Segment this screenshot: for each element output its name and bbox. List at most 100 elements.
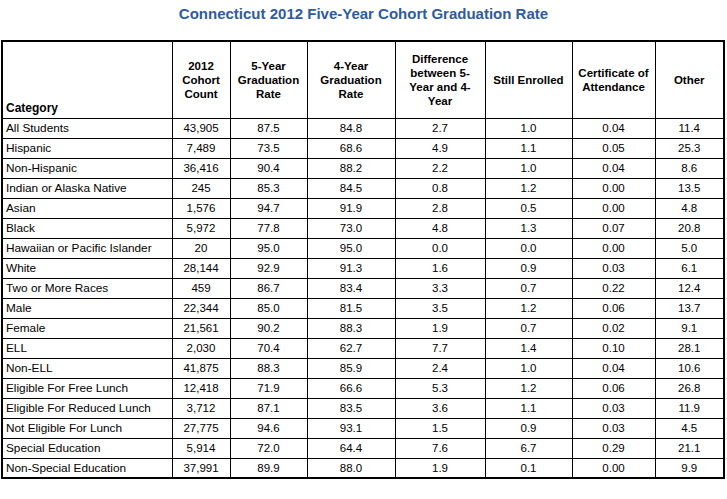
cell-value: 0.03 — [572, 398, 655, 418]
cell-value: 4.8 — [655, 198, 724, 218]
table-row: Two or More Races 459 86.7 83.4 3.3 0.7 … — [2, 278, 724, 298]
col-header-category: Category — [2, 41, 172, 118]
cell-value: 91.3 — [307, 258, 395, 278]
cell-value: 86.7 — [230, 278, 307, 298]
cell-value: 28.1 — [655, 338, 724, 358]
cell-value: 1.9 — [395, 458, 485, 478]
cell-value: 27,775 — [172, 418, 230, 438]
cell-value: 0.04 — [572, 158, 655, 178]
col-header-5-year-rate: 5-Year Graduation Rate — [230, 41, 307, 118]
cell-value: 11.9 — [655, 398, 724, 418]
cell-value: 84.5 — [307, 178, 395, 198]
table-row: Special Education 5,914 72.0 64.4 7.6 6.… — [2, 438, 724, 458]
cell-value: 245 — [172, 178, 230, 198]
cell-value: 4.8 — [395, 218, 485, 238]
cell-value: 0.0 — [395, 238, 485, 258]
cell-value: 1.2 — [485, 298, 572, 318]
cell-value: 4.5 — [655, 418, 724, 438]
cell-value: 0.03 — [572, 258, 655, 278]
cell-value: 1.1 — [485, 398, 572, 418]
table-row: Non-ELL 41,875 88.3 85.9 2.4 1.0 0.04 10… — [2, 358, 724, 378]
cell-value: 0.00 — [572, 238, 655, 258]
col-header-difference: Difference between 5-Year and 4-Year — [395, 41, 485, 118]
row-label: All Students — [2, 118, 172, 138]
cell-value: 90.2 — [230, 318, 307, 338]
cell-value: 70.4 — [230, 338, 307, 358]
row-label: Eligible For Reduced Lunch — [2, 398, 172, 418]
cell-value: 87.1 — [230, 398, 307, 418]
cell-value: 3.6 — [395, 398, 485, 418]
cell-value: 2.4 — [395, 358, 485, 378]
cell-value: 0.9 — [485, 418, 572, 438]
cell-value: 20 — [172, 238, 230, 258]
cell-value: 21,561 — [172, 318, 230, 338]
cell-value: 94.6 — [230, 418, 307, 438]
cell-value: 0.04 — [572, 118, 655, 138]
cell-value: 9.1 — [655, 318, 724, 338]
row-label: Asian — [2, 198, 172, 218]
table-row: Hawaiian or Pacific Islander 20 95.0 95.… — [2, 238, 724, 258]
cell-value: 7,489 — [172, 138, 230, 158]
cell-value: 5,972 — [172, 218, 230, 238]
cell-value: 87.5 — [230, 118, 307, 138]
cell-value: 0.1 — [485, 458, 572, 478]
row-label: White — [2, 258, 172, 278]
table-row: Non-Special Education 37,991 89.9 88.0 1… — [2, 458, 724, 478]
cell-value: 1.0 — [485, 158, 572, 178]
cell-value: 77.8 — [230, 218, 307, 238]
cell-value: 25.3 — [655, 138, 724, 158]
cell-value: 0.9 — [485, 258, 572, 278]
cell-value: 4.9 — [395, 138, 485, 158]
cell-value: 12.4 — [655, 278, 724, 298]
row-label: Indian or Alaska Native — [2, 178, 172, 198]
cell-value: 1.0 — [485, 358, 572, 378]
cell-value: 2,030 — [172, 338, 230, 358]
table-row: Eligible For Free Lunch 12,418 71.9 66.6… — [2, 378, 724, 398]
table-row: Female 21,561 90.2 88.3 1.9 0.7 0.02 9.1 — [2, 318, 724, 338]
cell-value: 0.7 — [485, 318, 572, 338]
row-label: Special Education — [2, 438, 172, 458]
cell-value: 3.3 — [395, 278, 485, 298]
cell-value: 0.05 — [572, 138, 655, 158]
cell-value: 85.0 — [230, 298, 307, 318]
col-header-still-enrolled: Still Enrolled — [485, 41, 572, 118]
cell-value: 12,418 — [172, 378, 230, 398]
table-row: White 28,144 92.9 91.3 1.6 0.9 0.03 6.1 — [2, 258, 724, 278]
cell-value: 68.6 — [307, 138, 395, 158]
col-header-certificate: Certificate of Attendance — [572, 41, 655, 118]
cell-value: 7.6 — [395, 438, 485, 458]
cell-value: 37,991 — [172, 458, 230, 478]
cell-value: 0.5 — [485, 198, 572, 218]
cell-value: 1.9 — [395, 318, 485, 338]
cell-value: 10.6 — [655, 358, 724, 378]
table-row: Hispanic 7,489 73.5 68.6 4.9 1.1 0.05 25… — [2, 138, 724, 158]
cell-value: 0.8 — [395, 178, 485, 198]
cell-value: 6.1 — [655, 258, 724, 278]
page-title: Connecticut 2012 Five-Year Cohort Gradua… — [0, 4, 727, 24]
cell-value: 91.9 — [307, 198, 395, 218]
cell-value: 89.9 — [230, 458, 307, 478]
col-header-4-year-rate: 4-Year Graduation Rate — [307, 41, 395, 118]
cell-value: 73.0 — [307, 218, 395, 238]
row-label: Eligible For Free Lunch — [2, 378, 172, 398]
cell-value: 92.9 — [230, 258, 307, 278]
cell-value: 0.00 — [572, 458, 655, 478]
cell-value: 6.7 — [485, 438, 572, 458]
cell-value: 1.2 — [485, 178, 572, 198]
cell-value: 9.9 — [655, 458, 724, 478]
row-label: Black — [2, 218, 172, 238]
cell-value: 95.0 — [230, 238, 307, 258]
cell-value: 21.1 — [655, 438, 724, 458]
cell-value: 3.5 — [395, 298, 485, 318]
cell-value: 90.4 — [230, 158, 307, 178]
cell-value: 84.8 — [307, 118, 395, 138]
cell-value: 1.4 — [485, 338, 572, 358]
cell-value: 1.0 — [485, 118, 572, 138]
cell-value: 95.0 — [307, 238, 395, 258]
cell-value: 1.6 — [395, 258, 485, 278]
cell-value: 7.7 — [395, 338, 485, 358]
cell-value: 3,712 — [172, 398, 230, 418]
cell-value: 93.1 — [307, 418, 395, 438]
cell-value: 20.8 — [655, 218, 724, 238]
cell-value: 2.7 — [395, 118, 485, 138]
